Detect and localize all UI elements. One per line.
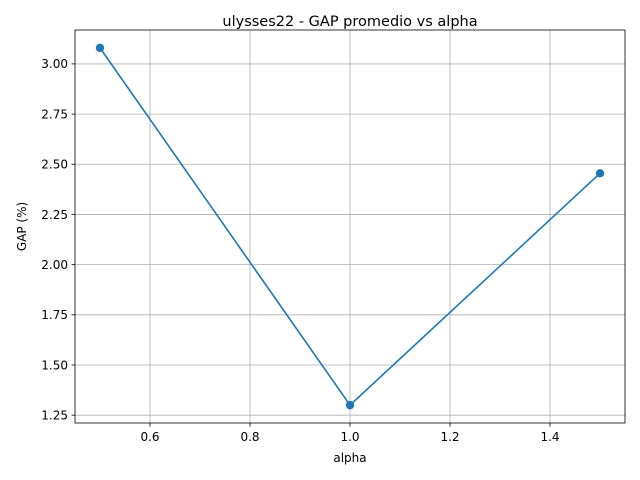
chart-title: ulysses22 - GAP promedio vs alpha bbox=[222, 14, 477, 30]
y-tick-label: 3.00 bbox=[41, 57, 68, 71]
x-tick-label: 0.6 bbox=[140, 430, 159, 444]
data-point bbox=[595, 169, 605, 178]
y-tick-label: 1.50 bbox=[41, 358, 68, 372]
series-layer bbox=[95, 43, 605, 410]
y-tick-label: 2.50 bbox=[41, 158, 68, 172]
y-tick-label: 1.75 bbox=[41, 308, 68, 322]
y-tick-label: 2.75 bbox=[41, 107, 68, 121]
x-tick-label: 1.4 bbox=[540, 430, 559, 444]
data-point bbox=[95, 43, 105, 53]
y-tick-label: 2.00 bbox=[41, 258, 68, 272]
x-tick-label: 1.0 bbox=[340, 430, 359, 444]
data-point bbox=[345, 400, 355, 410]
y-tick-label: 2.25 bbox=[41, 208, 68, 222]
y-axis-label: GAP (%) bbox=[15, 202, 29, 251]
x-tick-label: 0.8 bbox=[240, 430, 259, 444]
grid bbox=[75, 30, 625, 423]
x-axis-label: alpha bbox=[333, 451, 366, 465]
y-tick-label: 1.25 bbox=[41, 408, 68, 422]
axis-ticks: 0.6 0.8 1.0 1.2 1.4 1.25 1.50 1.75 2.00 2.25 2.50 2… bbox=[41, 57, 559, 444]
x-tick-label: 1.2 bbox=[440, 430, 459, 444]
